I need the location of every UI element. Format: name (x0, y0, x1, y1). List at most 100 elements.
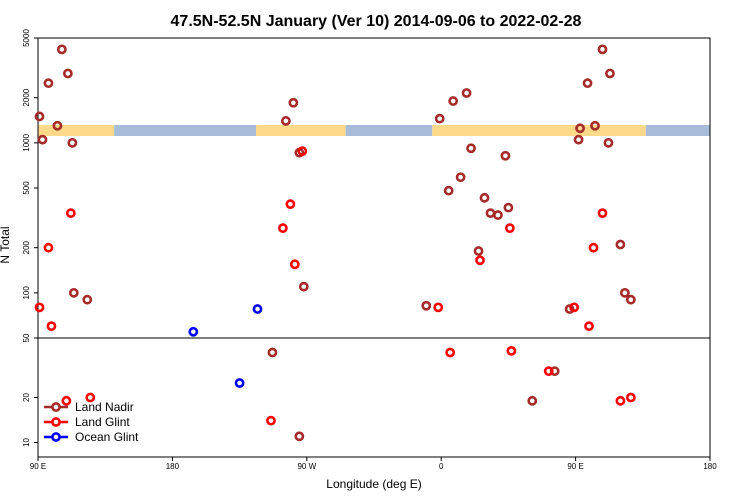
data-point (500, 150, 511, 161)
data-points (34, 44, 636, 442)
land-ocean-strip (38, 125, 710, 136)
x-tick-label: 180 (166, 462, 180, 471)
data-point (65, 208, 76, 219)
data-point (615, 239, 626, 250)
data-point (34, 302, 45, 313)
data-point (527, 395, 538, 406)
data-point (588, 242, 599, 253)
data-point (597, 208, 608, 219)
data-point (615, 395, 626, 406)
data-point (625, 392, 636, 403)
y-axis-ticks: 100 200 500 1000 2000 5000 50 10 20 (22, 29, 38, 447)
y-tick-label: 10 (22, 438, 31, 447)
plot-frame (37, 37, 711, 458)
y-tick-label: 500 (22, 181, 31, 195)
x-axis-label: Longitude (deg E) (326, 477, 421, 491)
data-point (485, 208, 496, 219)
data-point (62, 68, 73, 79)
data-point (504, 223, 515, 234)
x-tick-label: 90 E (567, 462, 583, 471)
data-point (421, 300, 432, 311)
land-strip-segment (432, 125, 646, 136)
data-point (61, 395, 72, 406)
legend-marker (51, 402, 61, 412)
data-point (619, 287, 630, 298)
data-point (582, 78, 593, 89)
data-point (569, 302, 580, 313)
data-point (234, 378, 245, 388)
data-point (493, 210, 503, 220)
ocean-strip-segment (645, 125, 710, 136)
data-point (597, 44, 608, 55)
data-point (433, 302, 444, 313)
data-point (466, 143, 476, 154)
data-point (46, 321, 57, 332)
x-tick-label: 90 W (297, 462, 316, 471)
land-strip-segment (256, 125, 346, 136)
data-point (267, 347, 278, 358)
data-point (475, 255, 485, 266)
data-point (461, 88, 472, 98)
y-tick-label: 20 (22, 393, 31, 402)
data-point (473, 246, 484, 256)
data-point (573, 134, 584, 145)
x-tick-label: 180 (703, 462, 717, 471)
data-point (297, 146, 308, 157)
data-point (188, 326, 199, 337)
series-ocean-glint (188, 304, 263, 388)
y-tick-label: 200 (22, 240, 31, 254)
data-point (289, 259, 300, 270)
data-point (280, 116, 291, 126)
data-point (603, 137, 614, 148)
data-point (298, 281, 309, 292)
data-point (543, 366, 554, 377)
data-point (584, 321, 594, 332)
data-point (43, 78, 54, 89)
legend-label: Land Glint (75, 415, 130, 429)
legend-entry: Land Nadir (44, 400, 134, 414)
y-tick-label: 2000 (22, 88, 31, 106)
data-point (266, 415, 276, 426)
data-point (445, 347, 456, 358)
chart-title: 47.5N-52.5N January (Ver 10) 2014-09-06 … (171, 13, 582, 30)
data-point (443, 185, 454, 196)
y-tick-label: 1000 (22, 133, 31, 151)
data-point (479, 192, 490, 203)
data-point (590, 120, 600, 131)
data-point (85, 392, 96, 403)
data-point (56, 44, 67, 55)
x-tick-label: 90 E (30, 462, 46, 471)
data-point (506, 345, 517, 356)
series-land-nadir (34, 44, 636, 442)
data-point (288, 97, 299, 108)
data-point (278, 223, 288, 234)
data-point (34, 111, 45, 122)
data-point (52, 120, 63, 131)
ocean-strip-segment (114, 125, 257, 136)
data-point (575, 123, 585, 134)
legend-entry: Land Glint (44, 415, 130, 429)
data-point (37, 134, 48, 145)
legend-label: Land Nadir (75, 400, 134, 414)
data-point (605, 68, 615, 79)
series-land-glint (34, 146, 636, 426)
land-strip-segment (38, 125, 115, 136)
data-point (82, 294, 93, 305)
data-point (68, 287, 79, 298)
data-point (43, 242, 54, 253)
legend-marker (51, 432, 61, 442)
legend-marker (51, 417, 61, 427)
y-tick-label: 50 (22, 333, 31, 342)
legend-entry: Ocean Glint (44, 430, 139, 444)
data-point (252, 304, 263, 314)
data-point (625, 294, 636, 305)
x-tick-label: 0 (439, 462, 444, 471)
y-tick-label: 100 (22, 286, 31, 300)
data-point (434, 113, 445, 124)
x-axis-ticks: 90 E 180 90 W 0 90 E 180 (30, 457, 717, 471)
data-point (448, 96, 459, 106)
y-tick-label: 5000 (22, 29, 31, 47)
legend-label: Ocean Glint (75, 430, 139, 444)
data-point (285, 199, 296, 210)
